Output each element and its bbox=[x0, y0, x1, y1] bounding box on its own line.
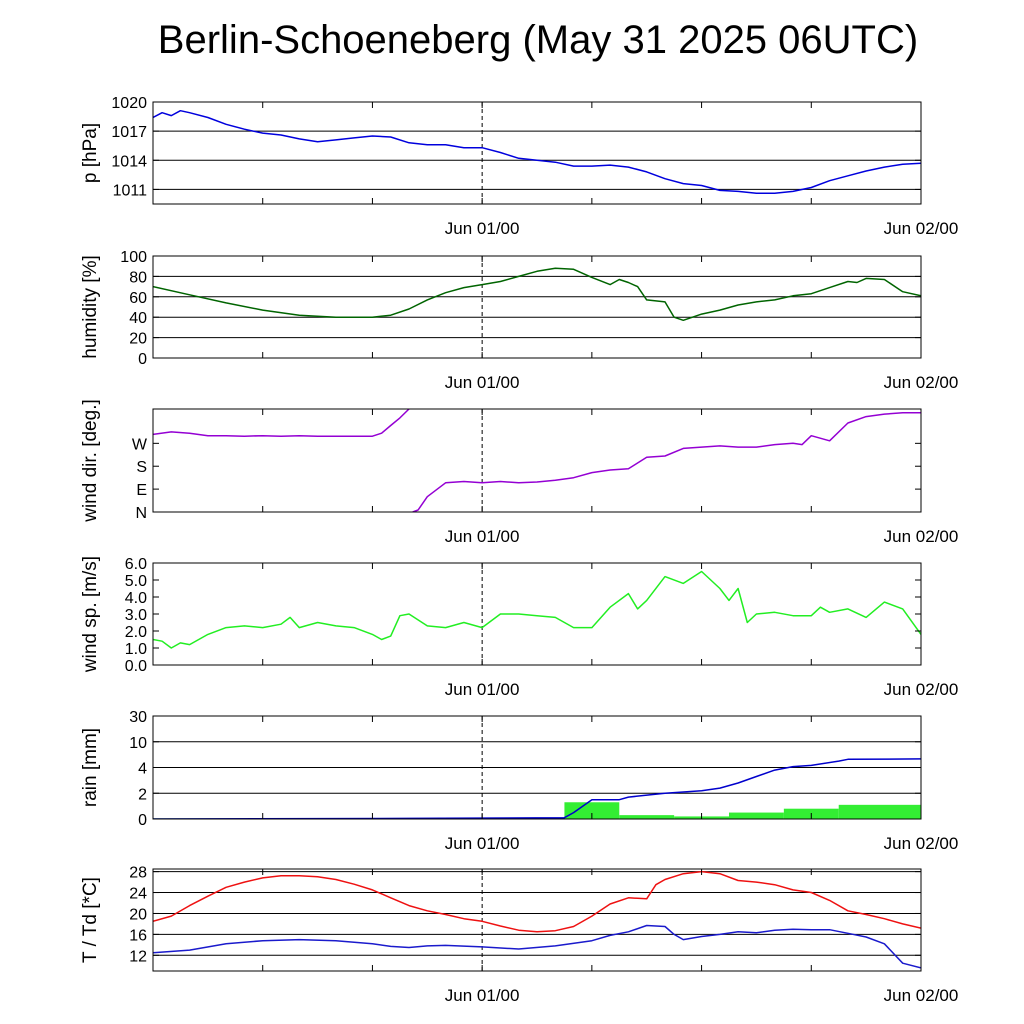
data-layer bbox=[153, 267, 921, 322]
y-tick-label: 100 bbox=[120, 249, 147, 266]
data-layer bbox=[153, 570, 921, 649]
y-tick-label: E bbox=[136, 482, 147, 499]
y-tick-label: 1014 bbox=[111, 153, 147, 170]
y-tick-label: 20 bbox=[129, 331, 147, 348]
y-tick-label: 1020 bbox=[111, 95, 147, 112]
y-axis-label: wind sp. [m/s] bbox=[80, 556, 101, 673]
page-title: Berlin-Schoeneberg (May 31 2025 06UTC) bbox=[157, 18, 919, 62]
x-tick-label: Jun 01/00 bbox=[445, 680, 520, 699]
y-tick-label: 1017 bbox=[111, 124, 147, 141]
series-line-pressure bbox=[153, 109, 921, 195]
data-layer bbox=[153, 109, 921, 195]
y-tick-label: 40 bbox=[129, 310, 147, 327]
y-tick-label: 28 bbox=[129, 865, 147, 882]
y-tick-label: 0.0 bbox=[125, 658, 147, 675]
y-tick-label: 1011 bbox=[113, 182, 148, 199]
x-tick-label: Jun 02/00 bbox=[884, 986, 959, 1005]
series-line-wind_dir bbox=[412, 412, 921, 512]
panel-wind_speed: 0.01.02.03.04.05.06.0 Jun 01/00 Jun 02/00 w… bbox=[80, 556, 958, 699]
y-tick-label: N bbox=[135, 505, 147, 522]
y-axis-label: p [hPa] bbox=[80, 123, 101, 183]
panel-frame bbox=[152, 408, 922, 513]
panel-humidity: 0 20 40 60 80 100 Jun 01/00 Jun 02/00 humidity [… bbox=[80, 249, 958, 392]
y-tick-label: 3.0 bbox=[125, 607, 147, 624]
y-tick-label: W bbox=[132, 436, 148, 453]
x-tick-label: Jun 01/00 bbox=[445, 219, 520, 238]
panel-frame bbox=[152, 562, 922, 666]
y-axis-label: wind dir. [deg.] bbox=[80, 399, 101, 523]
panel-pressure: 1011 1014 1017 1020 Jun 01/00 Jun 02/00 p [hPa… bbox=[80, 95, 958, 238]
y-tick-label: 0 bbox=[138, 351, 147, 368]
panel-frame bbox=[152, 255, 922, 359]
y-tick-label: 2.0 bbox=[125, 624, 147, 641]
series-line-rain_total bbox=[153, 758, 921, 819]
series-line-wind_speed bbox=[153, 570, 921, 649]
series-line-dewpoint bbox=[153, 924, 921, 969]
panel-frame bbox=[152, 868, 922, 972]
y-tick-label: 10 bbox=[129, 735, 147, 752]
y-tick-label: 4 bbox=[138, 761, 147, 778]
x-tick-label: Jun 02/00 bbox=[884, 834, 959, 853]
y-tick-label: 6.0 bbox=[125, 556, 147, 573]
x-tick-label: Jun 02/00 bbox=[884, 373, 959, 392]
y-tick-label: 5.0 bbox=[125, 573, 147, 590]
x-tick-label: Jun 01/00 bbox=[445, 373, 520, 392]
rain-bar bbox=[729, 812, 784, 819]
y-tick-label: 60 bbox=[129, 290, 147, 307]
y-axis-label: rain [mm] bbox=[80, 728, 101, 807]
x-tick-label: Jun 02/00 bbox=[884, 680, 959, 699]
data-layer bbox=[153, 870, 921, 969]
x-tick-label: Jun 01/00 bbox=[445, 527, 520, 546]
y-tick-label: 16 bbox=[129, 927, 147, 944]
rain-bar bbox=[838, 804, 921, 819]
y-tick-label: S bbox=[136, 459, 147, 476]
y-tick-label: 2 bbox=[138, 786, 147, 803]
x-tick-label: Jun 02/00 bbox=[884, 219, 959, 238]
y-axis-label: humidity [%] bbox=[80, 255, 101, 358]
x-tick-label: Jun 01/00 bbox=[445, 834, 520, 853]
panel-frame bbox=[152, 101, 922, 205]
series-line-humidity bbox=[153, 267, 921, 322]
y-tick-label: 30 bbox=[129, 709, 147, 726]
y-tick-label: 0 bbox=[138, 812, 147, 829]
rain-bar bbox=[619, 815, 675, 819]
series-line-wind_dir bbox=[153, 409, 410, 437]
rain-bar bbox=[564, 802, 620, 819]
y-tick-label: 4.0 bbox=[125, 590, 147, 607]
y-tick-label: 80 bbox=[129, 269, 147, 286]
y-axis-label: T / Td [*C] bbox=[80, 877, 101, 963]
x-tick-label: Jun 02/00 bbox=[884, 527, 959, 546]
x-tick-label: Jun 01/00 bbox=[445, 986, 520, 1005]
y-tick-label: 12 bbox=[129, 948, 147, 965]
y-tick-label: 20 bbox=[129, 906, 147, 923]
panel-rain: 0 2 4 10 30 Jun 01/00 Jun 02/00 rain [mm] bbox=[80, 709, 958, 853]
panel-temperature: 12 16 20 24 28 Jun 01/00 Jun 02/00 T / Td [*C] bbox=[80, 865, 958, 1005]
y-tick-label: 24 bbox=[129, 886, 147, 903]
data-layer bbox=[153, 409, 921, 512]
series-line-temperature bbox=[153, 870, 921, 933]
y-tick-label: 1.0 bbox=[125, 641, 147, 658]
